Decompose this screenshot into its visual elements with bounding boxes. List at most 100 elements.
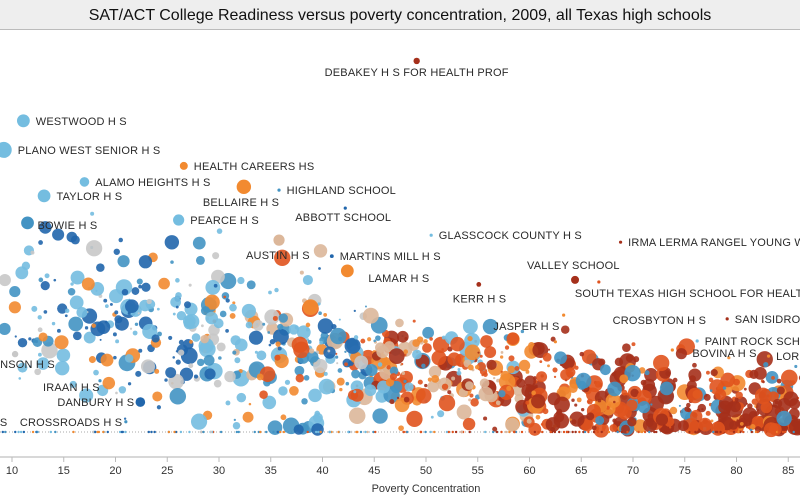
labeled-data-point[interactable] [766,354,771,358]
data-point [762,380,765,384]
labeled-data-point[interactable] [562,313,566,317]
zero-point [199,430,202,434]
data-point [532,376,538,381]
data-point [710,369,718,377]
data-point [56,348,71,362]
data-point [506,332,520,345]
data-point [313,358,328,374]
zero-point [565,430,569,434]
data-point [586,398,593,405]
data-point [484,346,497,359]
labeled-data-point[interactable] [571,275,580,284]
data-point [132,330,138,336]
data-point [650,403,653,406]
data-point [268,322,272,326]
data-point [172,312,176,316]
labeled-data-point[interactable] [695,339,699,343]
data-point [596,427,600,431]
data-point [353,335,359,340]
labeled-data-point[interactable] [16,114,30,128]
data-point [457,362,461,367]
school-label: KERR H S [453,293,507,305]
data-point [669,406,678,415]
data-point [302,299,319,316]
labeled-data-point[interactable] [124,420,128,424]
data-point [338,318,341,321]
data-point [70,270,85,285]
data-point [467,335,473,342]
x-tick-label: 30 [213,465,225,477]
data-point [275,341,281,347]
data-point [200,306,211,316]
labeled-data-point[interactable] [476,282,482,287]
data-point [36,357,50,370]
zero-point [712,430,715,434]
labeled-data-point[interactable] [725,317,729,321]
labeled-data-point[interactable] [429,233,433,237]
labeled-data-point[interactable] [413,57,420,65]
zero-point [167,430,171,434]
labeled-data-point[interactable] [597,280,601,284]
data-point [83,331,96,344]
labeled-data-point[interactable] [37,189,51,203]
labeled-data-point[interactable] [553,340,557,344]
data-point [675,348,687,360]
data-point [76,306,88,318]
data-point [54,335,69,350]
data-point [406,410,423,428]
data-point [213,379,222,388]
data-point [525,369,530,374]
data-point [127,382,132,386]
labeled-data-point[interactable] [98,379,102,383]
school-label: MARTINS MILL H S [340,251,441,263]
data-point [772,398,783,409]
zero-point [282,430,286,434]
data-point [103,298,108,303]
zero-point [537,430,540,434]
labeled-data-point[interactable] [21,216,34,230]
labeled-data-point[interactable] [0,141,12,158]
data-point [100,353,114,367]
labeled-data-point[interactable] [329,254,334,259]
zero-point [179,430,183,434]
data-point [138,255,153,269]
labeled-data-point[interactable] [179,161,188,170]
labeled-data-point[interactable] [670,348,674,352]
data-point [195,255,205,265]
data-point [205,311,218,325]
labeled-data-point[interactable] [135,397,146,407]
labeled-data-point[interactable] [618,240,623,244]
labeled-data-point[interactable] [273,234,285,246]
zero-point [1,430,4,434]
labeled-data-point[interactable] [340,264,354,278]
zero-point [533,430,537,434]
data-point [754,387,772,405]
data-point [364,305,367,308]
labeled-data-point[interactable] [173,214,185,226]
zero-point [714,430,718,434]
zero-point [754,430,758,434]
data-point [403,349,409,355]
data-point [479,354,483,358]
zero-point [445,430,449,434]
labeled-data-point[interactable] [79,177,90,187]
data-point [353,309,356,313]
labeled-data-point[interactable] [236,179,252,195]
school-label: LAMAR H S [368,273,429,285]
zero-point [596,430,600,434]
data-point [218,356,222,360]
data-point [293,424,304,435]
data-point [516,378,526,388]
labeled-data-point[interactable] [343,206,347,210]
zero-point [347,430,350,434]
data-point [619,374,629,384]
school-label: DEBAKEY H S FOR HEALTH PROF [325,67,509,79]
labeled-data-point[interactable] [11,350,19,358]
data-point [686,402,691,408]
data-point [403,379,407,383]
labeled-data-point[interactable] [277,188,281,192]
data-point [776,386,785,395]
data-point [642,418,658,433]
data-point [611,372,616,377]
